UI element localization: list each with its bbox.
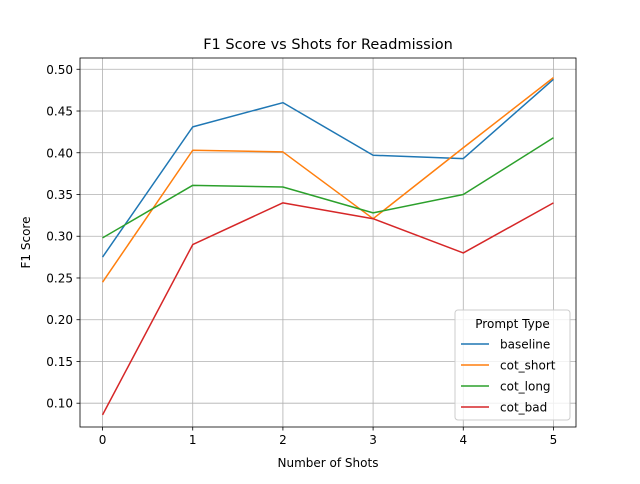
legend-box [454,309,571,421]
series-line-cot_long [102,137,554,239]
legend-label-cot_short: cot_short [500,359,556,373]
legend-label-cot_long: cot_long [500,380,551,394]
y-tick-label: 0.30 [46,230,73,244]
y-tick-label: 0.10 [46,397,73,411]
y-tick-label: 0.25 [46,271,73,285]
y-tick-label: 0.45 [46,105,73,119]
y-tick-label: 0.50 [46,63,73,77]
x-tick-label: 4 [459,433,467,447]
x-axis-label: Number of Shots [278,456,379,470]
series-lines [101,77,554,416]
x-tick-label: 2 [279,433,287,447]
x-axis-ticks: 0 1 2 3 4 5 [99,427,558,447]
y-tick-label: 0.15 [46,355,73,369]
y-tick-label: 0.35 [46,188,73,202]
y-tick-label: 0.20 [46,313,73,327]
x-tick-label: 0 [99,433,107,447]
x-tick-label: 1 [189,433,197,447]
legend-title: Prompt Type [475,317,549,331]
legend-items: baseline cot_short cot_long cot_bad [461,338,556,415]
x-tick-label: 3 [369,433,377,447]
series-line-cot_bad [101,202,554,416]
y-axis-ticks: 0.10 0.15 0.20 0.25 0.30 0.35 0.40 0.45 0.50 [46,63,80,411]
legend-label-cot_bad: cot_bad [500,401,547,415]
legend: Prompt Type baseline cot_short cot_longcot… [454,309,571,421]
series-line-baseline [101,78,554,258]
chart-title: F1 Score vs Shots for Readmission [203,37,453,53]
x-tick-label: 5 [550,433,558,447]
series-line-cot_short [101,77,554,283]
y-tick-label: 0.40 [46,146,73,160]
plot-frame [79,57,577,428]
legend-label-baseline: baseline [500,338,550,352]
y-axis-label: F1 Score [19,217,33,269]
